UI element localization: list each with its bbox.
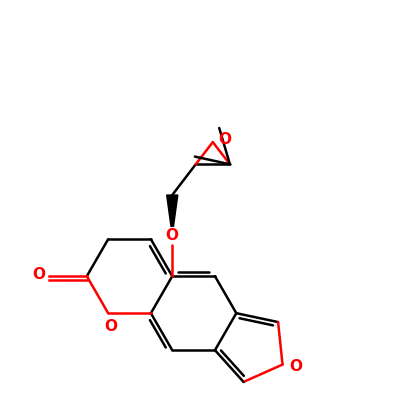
Polygon shape [167, 195, 178, 226]
Text: O: O [32, 266, 45, 282]
Text: O: O [218, 132, 231, 148]
Text: O: O [289, 359, 302, 374]
Text: O: O [104, 318, 117, 334]
Text: O: O [166, 228, 179, 243]
